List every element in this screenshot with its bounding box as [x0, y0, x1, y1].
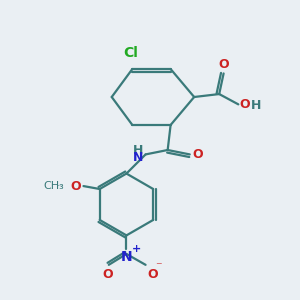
Text: N: N	[133, 152, 143, 164]
Text: Cl: Cl	[123, 46, 138, 60]
Text: O: O	[147, 268, 158, 281]
Text: CH₃: CH₃	[44, 181, 64, 191]
Text: O: O	[102, 268, 112, 281]
Text: H: H	[251, 99, 261, 112]
Text: O: O	[70, 180, 81, 193]
Text: ⁻: ⁻	[155, 260, 162, 273]
Text: O: O	[218, 58, 229, 71]
Text: H: H	[133, 144, 143, 158]
Text: methoxy: methoxy	[58, 185, 64, 186]
Text: O: O	[240, 98, 250, 111]
Text: +: +	[132, 244, 142, 254]
Text: N: N	[121, 250, 132, 264]
Text: O: O	[192, 148, 203, 161]
